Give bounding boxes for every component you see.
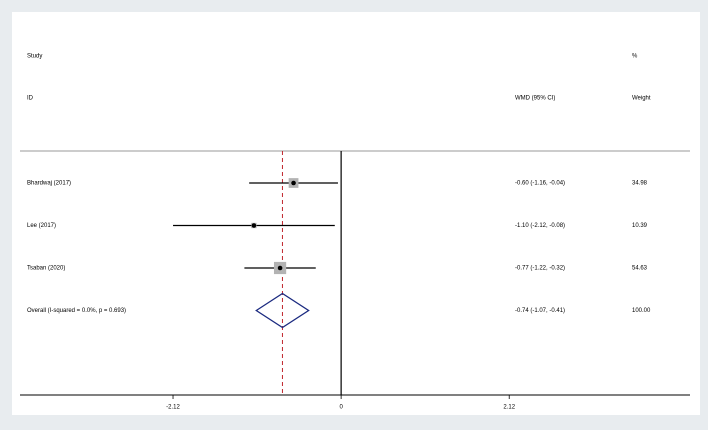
weight-label: 54.63 bbox=[632, 266, 648, 272]
x-tick-label: 2.12 bbox=[503, 405, 515, 411]
effect-label: -0.60 (-1.16, -0.04) bbox=[515, 181, 565, 187]
effect-label: -0.77 (-1.22, -0.32) bbox=[515, 266, 565, 272]
effect-label: -1.10 (-2.12, -0.08) bbox=[515, 223, 565, 229]
weight-label: 34.98 bbox=[632, 181, 648, 187]
x-tick-label: 0 bbox=[339, 405, 343, 411]
study-label: Tsaban (2020) bbox=[27, 266, 65, 272]
weight-label: 10.39 bbox=[632, 223, 648, 229]
overall-label: Overall (I-squared = 0.0%, p = 0.693) bbox=[27, 308, 126, 314]
header-percent: % bbox=[632, 54, 638, 60]
header-study: Study bbox=[27, 54, 42, 60]
header-weight: Weight bbox=[632, 96, 651, 102]
point-estimate bbox=[251, 223, 257, 228]
header-effect: WMD (95% CI) bbox=[515, 96, 555, 102]
point-estimate bbox=[277, 265, 283, 271]
overall-diamond bbox=[255, 292, 310, 329]
study-label: Bhardwaj (2017) bbox=[27, 181, 71, 187]
overall-weight-label: 100.00 bbox=[632, 308, 651, 314]
header-id: ID bbox=[27, 96, 34, 102]
overall-effect-label: -0.74 (-1.07, -0.41) bbox=[515, 308, 565, 314]
x-tick-label: -2.12 bbox=[166, 405, 180, 411]
study-label: Lee (2017) bbox=[27, 223, 56, 229]
point-estimate bbox=[291, 180, 296, 186]
plot-background bbox=[12, 12, 700, 415]
